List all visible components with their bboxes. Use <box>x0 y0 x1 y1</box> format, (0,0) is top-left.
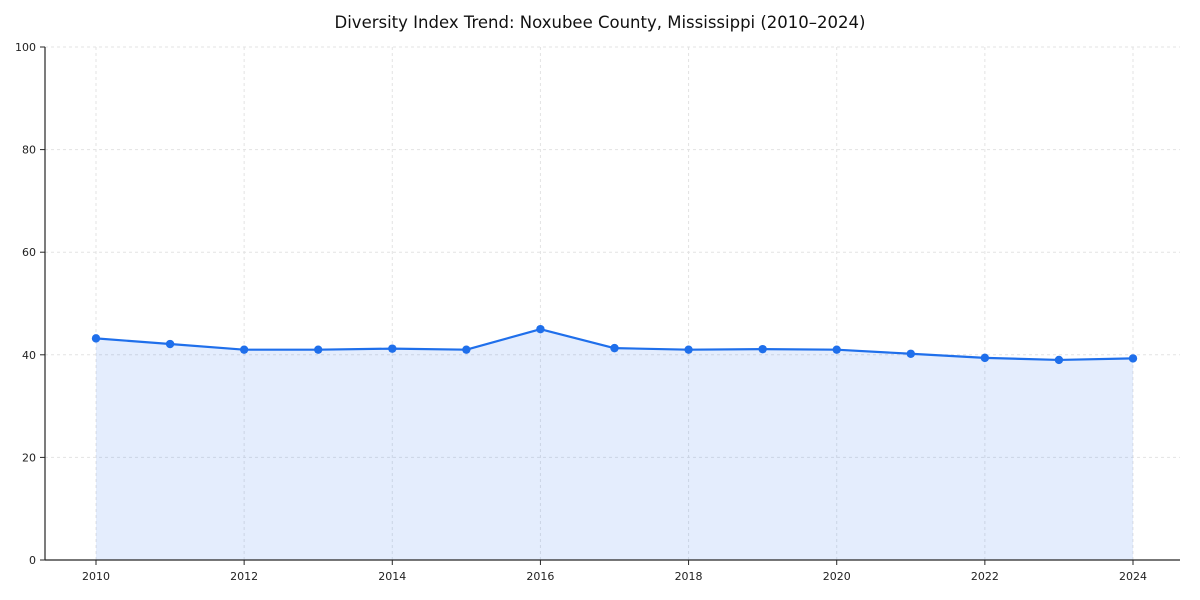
chart-title: Diversity Index Trend: Noxubee County, M… <box>334 13 866 32</box>
series-area-fill <box>96 329 1133 560</box>
y-tick-label: 100 <box>15 41 36 54</box>
data-point <box>832 345 841 354</box>
y-tick-label: 0 <box>29 554 36 567</box>
y-tick-label: 20 <box>22 451 36 464</box>
x-tick-label: 2014 <box>378 570 406 583</box>
data-point <box>1128 354 1138 363</box>
data-point <box>91 334 101 343</box>
data-point <box>1054 355 1064 365</box>
data-point <box>462 345 471 354</box>
data-point <box>536 324 545 334</box>
data-point <box>684 345 693 354</box>
y-tick-label: 60 <box>22 246 36 259</box>
y-tick-label: 40 <box>22 349 36 362</box>
x-tick-label: 2022 <box>971 570 999 583</box>
x-tick-label: 2016 <box>526 570 554 583</box>
x-tick-label: 2010 <box>82 570 110 583</box>
data-point <box>239 345 249 354</box>
data-point <box>610 343 619 353</box>
data-point <box>980 353 990 363</box>
x-tick-label: 2018 <box>675 570 703 583</box>
data-point <box>758 344 767 354</box>
x-tick-label: 2012 <box>230 570 258 583</box>
x-tick-label: 2024 <box>1119 570 1147 583</box>
data-point <box>165 339 175 349</box>
data-point <box>314 345 323 354</box>
data-point <box>906 349 915 358</box>
x-tick-label: 2020 <box>823 570 851 583</box>
data-point <box>388 344 397 353</box>
y-tick-label: 80 <box>22 144 36 157</box>
